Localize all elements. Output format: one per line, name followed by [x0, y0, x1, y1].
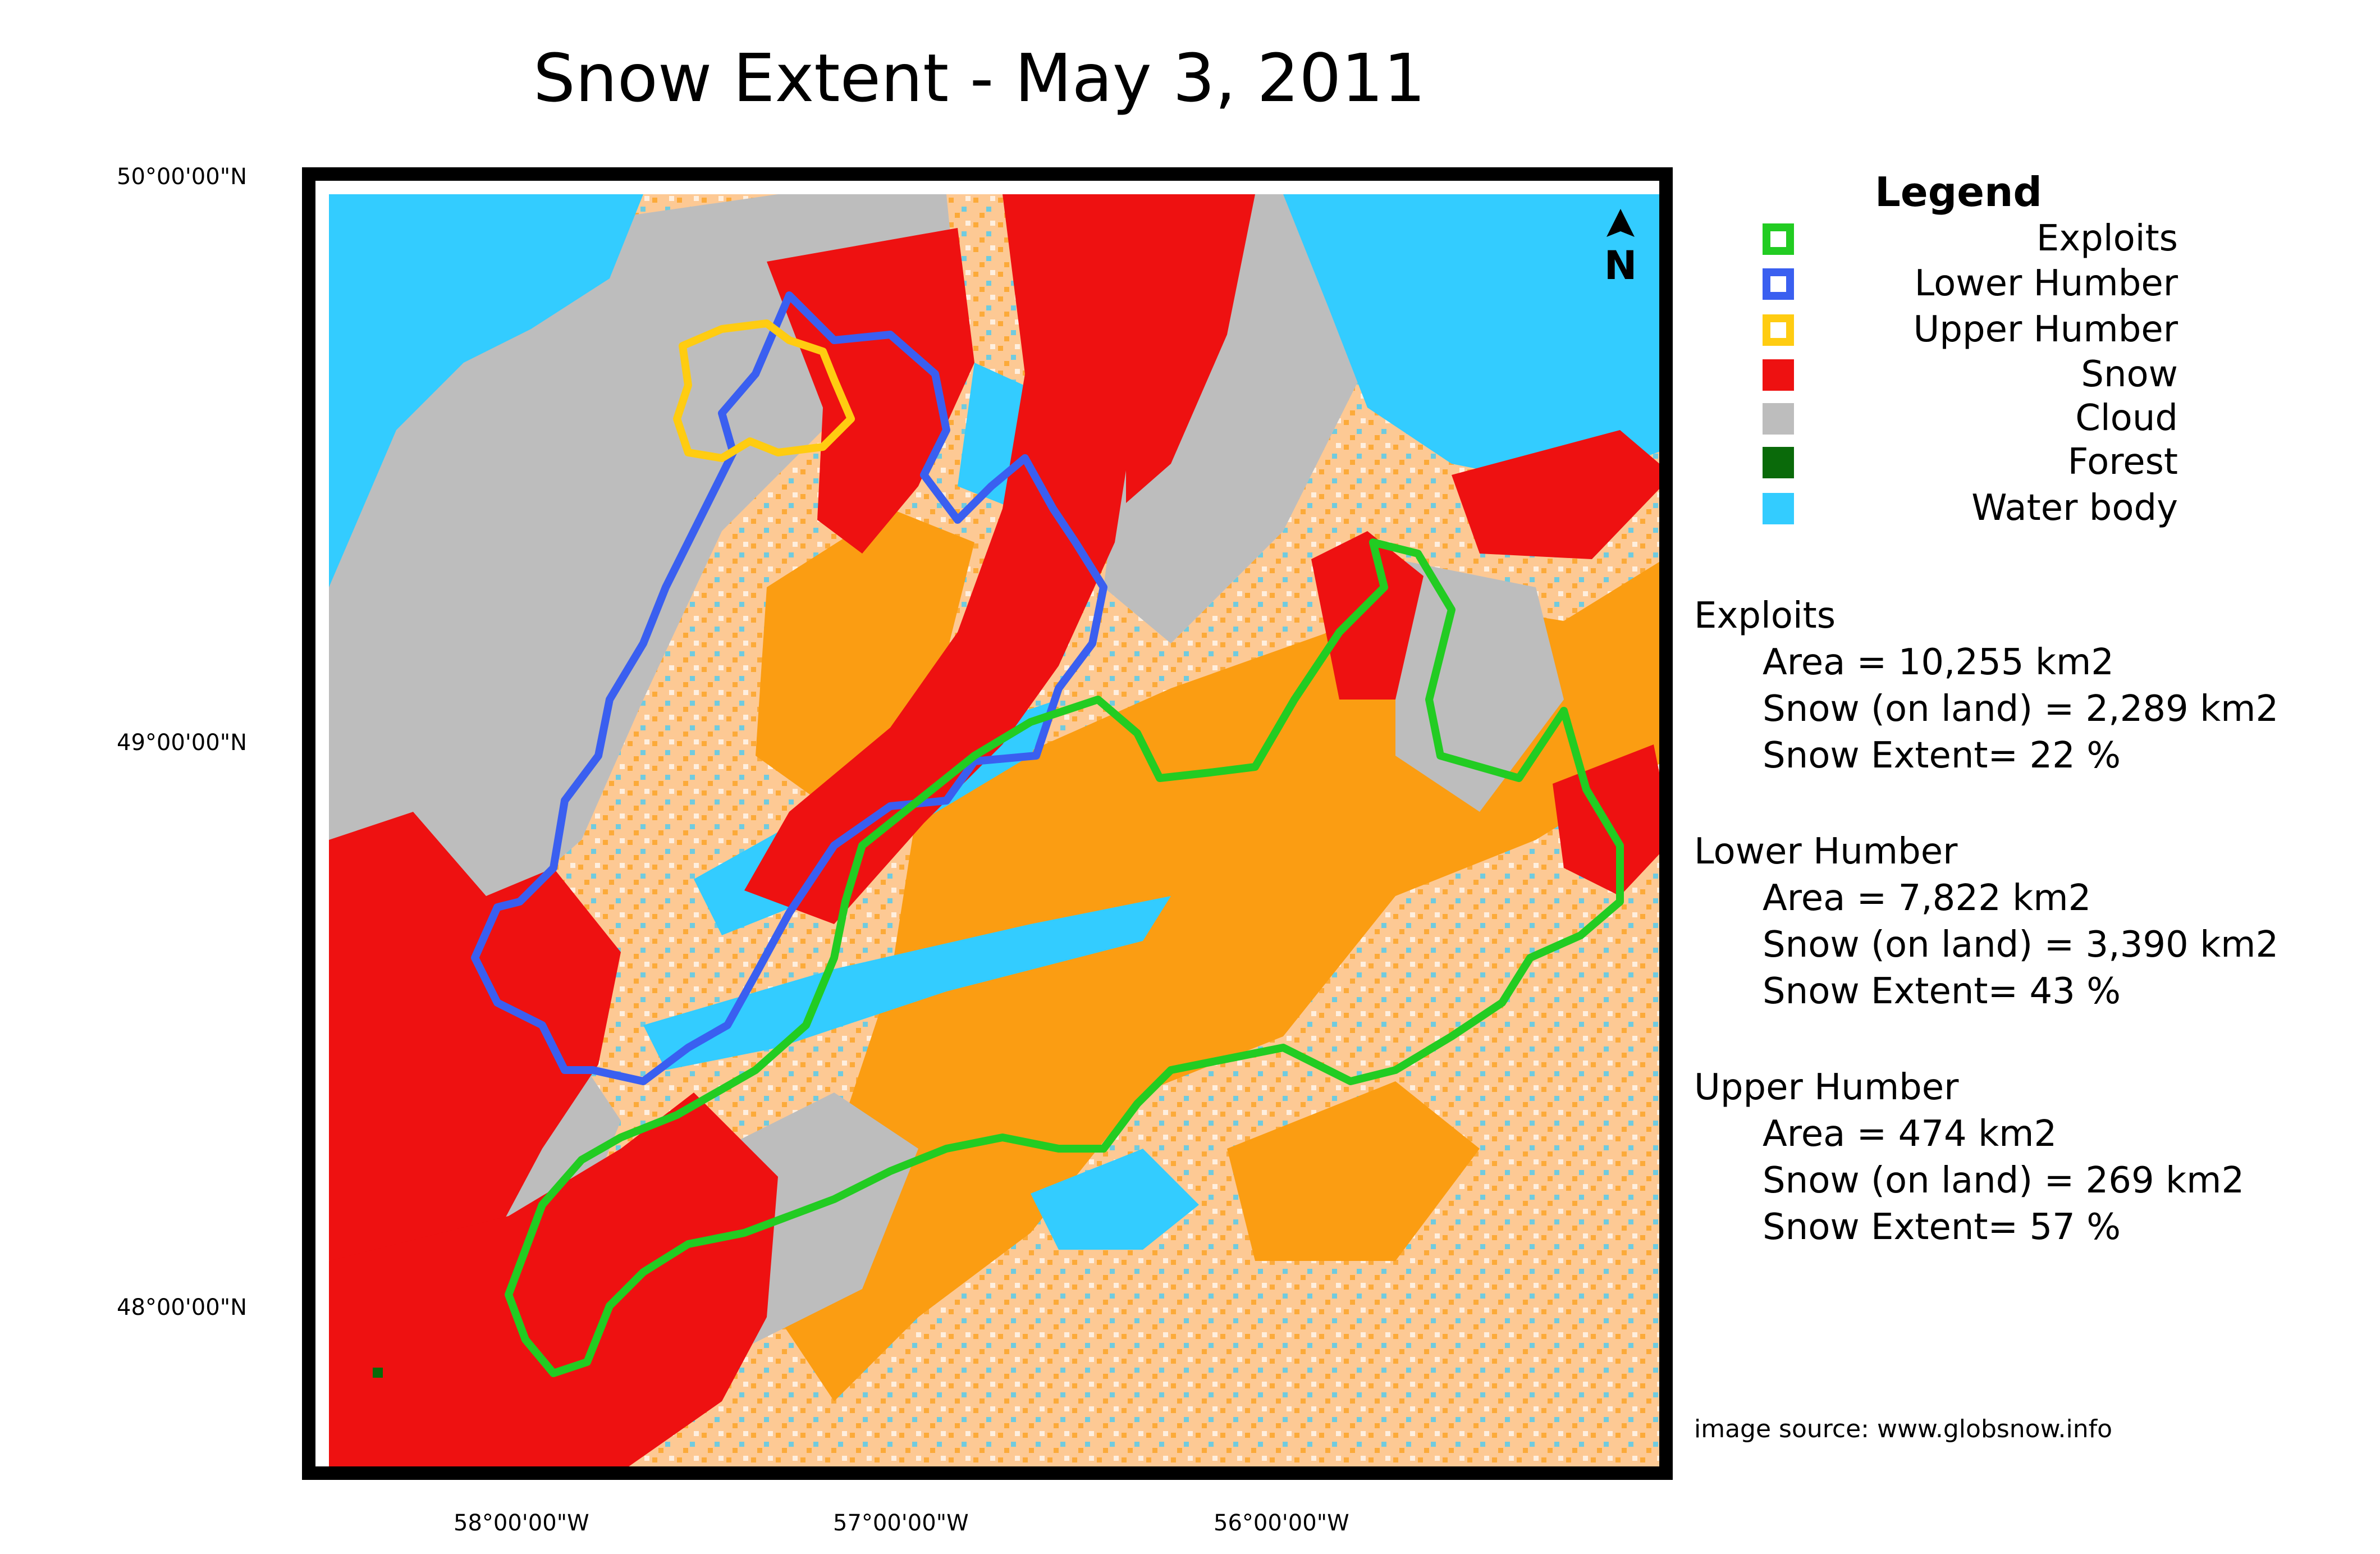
legend-item: Exploits: [1763, 218, 2178, 259]
stats-upper-humber-name: Upper Humber: [1694, 1067, 1959, 1108]
water-lake: [643, 896, 1171, 1070]
stats-lower-humber-name: Lower Humber: [1694, 831, 1958, 872]
legend-swatch: [1763, 359, 1794, 391]
stats-lower-humber-area: Area = 7,822 km2: [1763, 877, 2091, 919]
snow-area: [1452, 430, 1659, 559]
legend-label: Snow: [2081, 354, 2178, 395]
water-gulf: [329, 194, 643, 587]
map-frame: [302, 167, 1673, 1480]
legend-swatch: [1763, 493, 1794, 524]
legend-item: Lower Humber: [1763, 263, 2178, 304]
image-source: image source: www.globsnow.info: [1694, 1415, 2113, 1443]
lon-label-57w: 57°00'00"W: [833, 1510, 969, 1536]
legend-item: Snow: [1763, 354, 2178, 395]
lon-label-58w: 58°00'00"W: [454, 1510, 589, 1536]
lat-label-49n: 49°00'00"N: [117, 730, 248, 756]
legend-swatch: [1763, 447, 1794, 478]
stats-lower-humber-snow: Snow (on land) = 3,390 km2: [1763, 924, 2279, 966]
legend-item: Upper Humber: [1763, 309, 2178, 350]
lon-label-56w: 56°00'00"W: [1214, 1510, 1349, 1536]
stats-exploits-snow: Snow (on land) = 2,289 km2: [1763, 688, 2279, 730]
map-title: Snow Extent - May 3, 2011: [533, 39, 1426, 117]
legend-swatch: [1763, 314, 1794, 346]
snow-area: [329, 812, 621, 1261]
snow-area: [1311, 531, 1424, 700]
snow-area: [1126, 194, 1255, 503]
snow-area: [329, 1093, 778, 1466]
legend-label: Lower Humber: [1914, 263, 2178, 304]
legend-item: Forest: [1763, 441, 2178, 483]
lat-label-48n: 48°00'00"N: [117, 1295, 248, 1320]
lower-humber-outline: [471, 291, 1107, 1085]
stats-exploits-area: Area = 10,255 km2: [1763, 642, 2114, 683]
upper-humber-outline: [673, 319, 855, 462]
water-bay: [1283, 194, 1659, 486]
cloud-area: [329, 194, 958, 924]
legend-swatch: [1763, 268, 1794, 300]
stats-exploits-name: Exploits: [1694, 595, 1836, 637]
stats-exploits-extent: Snow Extent= 22 %: [1763, 735, 2121, 776]
orange-land-zone: [1227, 1081, 1480, 1261]
stats-lower-humber-extent: Snow Extent= 43 %: [1763, 971, 2121, 1012]
stats-upper-humber-extent: Snow Extent= 57 %: [1763, 1206, 2121, 1248]
legend-label: Water body: [1971, 487, 2178, 529]
water-lake: [1031, 1149, 1199, 1250]
legend-swatch: [1763, 223, 1794, 255]
lat-label-50n: 50°00'00"N: [117, 164, 248, 190]
legend-item: Water body: [1763, 487, 2178, 529]
legend-label: Cloud: [2075, 397, 2178, 439]
legend-title: Legend: [1875, 168, 2042, 216]
stats-upper-humber-area: Area = 474 km2: [1763, 1113, 2057, 1155]
legend-label: Upper Humber: [1913, 309, 2178, 350]
snow-area: [744, 194, 1143, 924]
forest-pixel: [373, 1368, 383, 1378]
legend-label: Forest: [2067, 441, 2178, 483]
north-arrow-icon: N: [1604, 209, 1637, 282]
exploits-outline: [505, 538, 1624, 1377]
orange-land-zone: [756, 509, 974, 812]
legend-item: Cloud: [1763, 397, 2178, 439]
legend-swatch: [1763, 403, 1794, 435]
snow-extent-map: [329, 194, 1659, 1466]
north-arrow-label: N: [1604, 243, 1637, 282]
stats-upper-humber-snow: Snow (on land) = 269 km2: [1763, 1160, 2245, 1201]
legend-label: Exploits: [2036, 218, 2178, 259]
